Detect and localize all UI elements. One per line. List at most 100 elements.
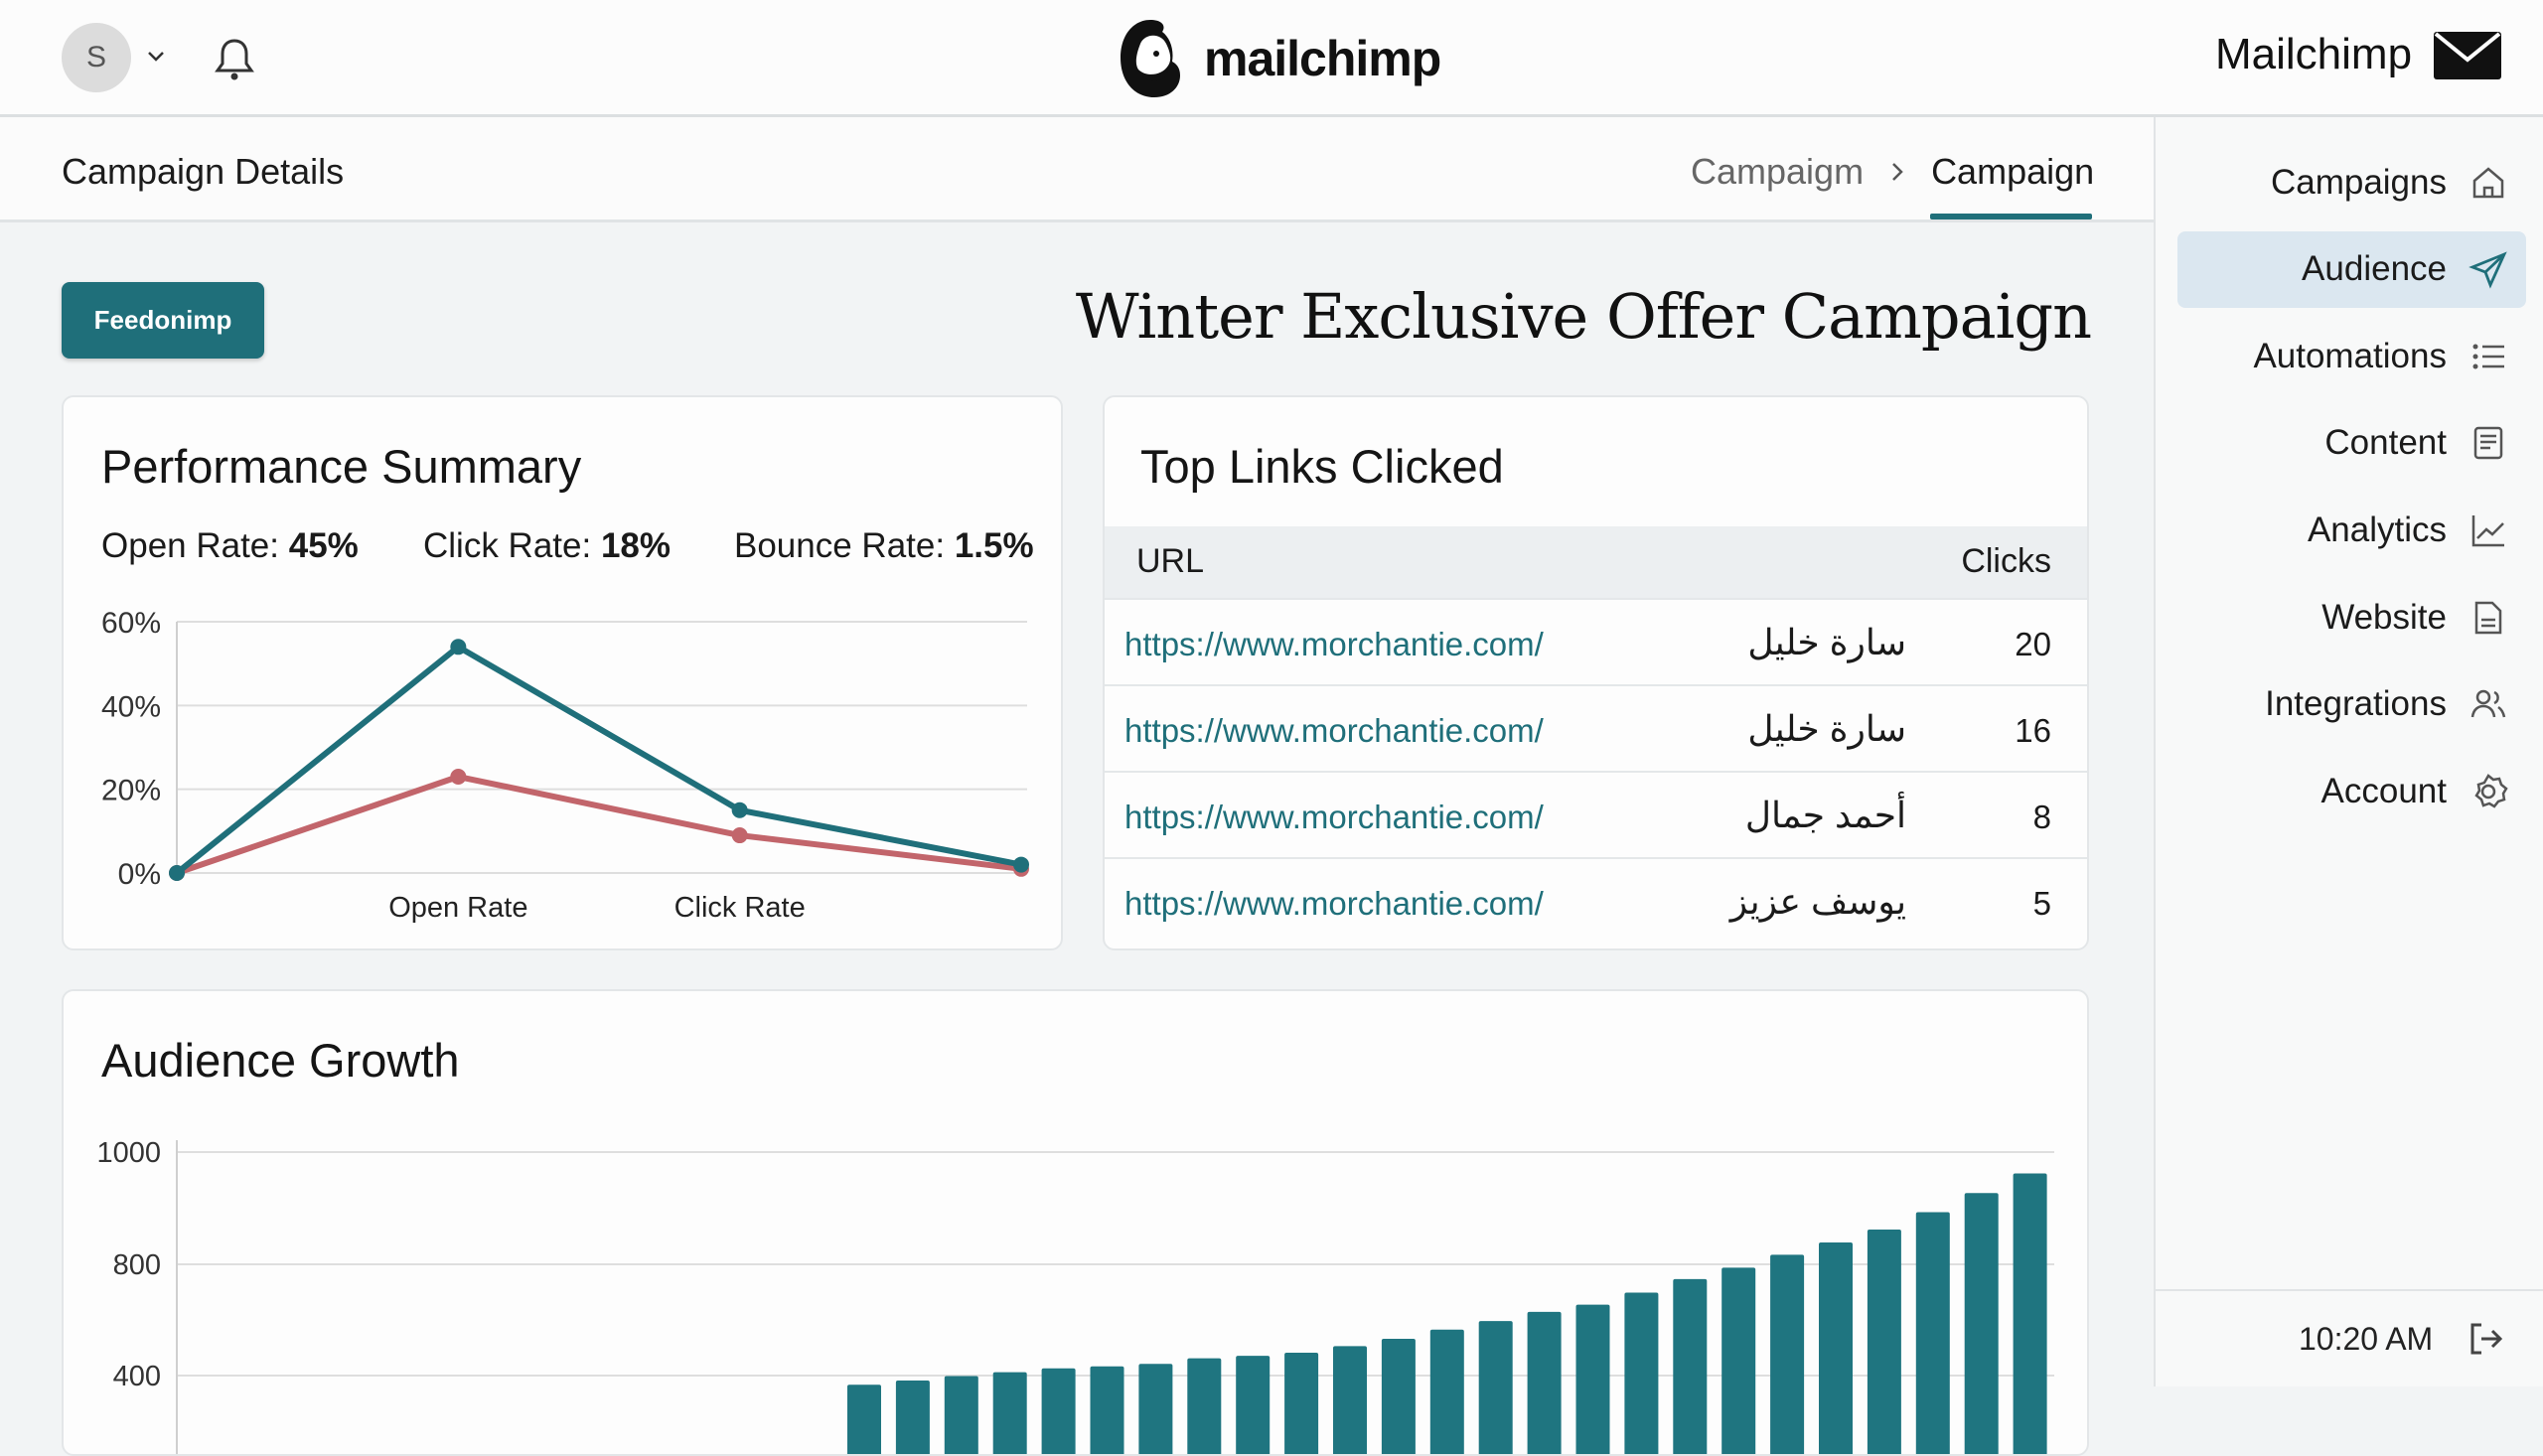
table-row: https://www.morchantie.com/ أحمد جمال 8 bbox=[1105, 771, 2087, 857]
clock-time: 10:20 AM bbox=[2299, 1321, 2434, 1357]
bar bbox=[1624, 1292, 1659, 1454]
y-tick-label: 400 bbox=[113, 1361, 161, 1392]
y-tick-label: 40% bbox=[101, 690, 161, 723]
sidebar-item-campaigns[interactable]: Campaigns bbox=[2177, 144, 2526, 220]
sidebar-divider bbox=[2156, 1289, 2543, 1291]
bar bbox=[1673, 1278, 1708, 1454]
bar bbox=[1575, 1304, 1610, 1454]
click-count: 5 bbox=[2032, 885, 2051, 922]
sidebar-item-integrations[interactable]: Integrations bbox=[2177, 666, 2526, 743]
bar bbox=[895, 1381, 930, 1454]
table-row: https://www.morchantie.com/ سارة خليل 16 bbox=[1105, 684, 2087, 771]
stats-row: Open Rate: 45% Click Rate: 18% Bounce Ra… bbox=[101, 526, 1034, 566]
file-icon bbox=[2474, 601, 2502, 634]
breadcrumb: Campaigm Campaign bbox=[1691, 151, 2094, 193]
bar bbox=[1915, 1212, 1950, 1454]
series-line bbox=[175, 644, 1022, 876]
sidebar-item-label: Analytics bbox=[2307, 510, 2447, 549]
data-point bbox=[731, 801, 748, 818]
stat-bounce-rate: Bounce Rate: 1.5% bbox=[734, 526, 1034, 565]
data-point bbox=[450, 639, 467, 655]
bar bbox=[1187, 1358, 1222, 1454]
bar bbox=[1429, 1329, 1464, 1454]
bar bbox=[847, 1384, 881, 1454]
bar bbox=[1284, 1353, 1319, 1454]
sidebar-item-automations[interactable]: Automations bbox=[2177, 318, 2526, 394]
header-clicks: Clicks bbox=[1961, 542, 2051, 580]
chart-line-icon bbox=[2471, 514, 2504, 547]
breadcrumb-current[interactable]: Campaign bbox=[1931, 151, 2095, 192]
bar bbox=[1770, 1254, 1805, 1454]
document-icon bbox=[2473, 427, 2503, 460]
sidebar-item-label: Website bbox=[2321, 597, 2447, 637]
data-point bbox=[1013, 856, 1029, 873]
chevron-down-icon[interactable] bbox=[146, 50, 166, 64]
y-tick-label: 1000 bbox=[96, 1137, 161, 1169]
link-url[interactable]: https://www.morchantie.com/ bbox=[1124, 885, 1544, 922]
data-point bbox=[731, 827, 748, 844]
bar bbox=[1381, 1339, 1416, 1454]
bar bbox=[1721, 1267, 1756, 1454]
header-url: URL bbox=[1136, 542, 1205, 580]
y-tick-label: 20% bbox=[101, 775, 161, 807]
sidebar-item-label: Campaigns bbox=[2270, 162, 2447, 202]
data-point bbox=[169, 865, 185, 881]
bar bbox=[944, 1376, 978, 1454]
brand-name: Mailchimp bbox=[2215, 30, 2413, 78]
link-url[interactable]: https://www.morchantie.com/ bbox=[1124, 626, 1544, 662]
sidebar-item-account[interactable]: Account bbox=[2177, 753, 2526, 829]
bar bbox=[2013, 1173, 2047, 1454]
audience-growth-title: Audience Growth bbox=[101, 1034, 460, 1087]
user-avatar[interactable]: S bbox=[62, 23, 131, 92]
sidebar-item-label: Account bbox=[2320, 771, 2447, 810]
mailchimp-logo[interactable]: mailchimp bbox=[1111, 14, 1441, 103]
bar bbox=[1478, 1321, 1513, 1454]
sidebar-item-label: Content bbox=[2324, 423, 2447, 463]
page-title: Campaign Details bbox=[62, 151, 345, 192]
envelope-icon[interactable] bbox=[2432, 30, 2503, 81]
table-row: https://www.morchantie.com/ سارة خليل 20 bbox=[1105, 598, 2087, 684]
performance-summary-card: Performance Summary Open Rate: 45% Click… bbox=[62, 395, 1063, 950]
bar bbox=[1041, 1368, 1076, 1454]
x-tick-label: Click Rate bbox=[674, 892, 806, 924]
x-tick-label: Open Rate bbox=[388, 892, 527, 924]
bell-icon[interactable] bbox=[213, 36, 256, 83]
bar bbox=[1964, 1193, 1999, 1454]
send-icon bbox=[2468, 251, 2507, 289]
sidebar-item-content[interactable]: Content bbox=[2177, 405, 2526, 482]
gear-icon bbox=[2474, 773, 2508, 808]
stat-click-rate: Click Rate: 18% bbox=[423, 526, 672, 565]
table-header: URL Clicks bbox=[1105, 526, 2087, 598]
logo-text: mailchimp bbox=[1204, 31, 1441, 86]
avatar-initial: S bbox=[85, 41, 106, 73]
link-url[interactable]: https://www.morchantie.com/ bbox=[1124, 799, 1544, 835]
sidebar: Campaigns Audience Automations Content Analy… bbox=[2154, 117, 2543, 1386]
click-count: 20 bbox=[2015, 626, 2051, 662]
performance-title: Performance Summary bbox=[101, 440, 582, 493]
top-bar: S mailchimp Mailchimp bbox=[0, 0, 2543, 117]
bar bbox=[992, 1372, 1027, 1454]
sidebar-item-website[interactable]: Website bbox=[2177, 579, 2526, 655]
breadcrumb-parent[interactable]: Campaigm bbox=[1691, 151, 1865, 192]
table-row: https://www.morchantie.com/ يوسف عزيز 5 bbox=[1105, 857, 2087, 944]
contact-name: يوسف عزيز bbox=[1729, 881, 1906, 922]
bar bbox=[1819, 1241, 1853, 1454]
sidebar-item-audience[interactable]: Audience bbox=[2177, 230, 2526, 308]
series-line bbox=[176, 774, 1022, 876]
link-url[interactable]: https://www.morchantie.com/ bbox=[1124, 712, 1544, 749]
bar bbox=[1138, 1364, 1173, 1454]
click-count: 16 bbox=[2015, 712, 2051, 749]
y-tick-label: 800 bbox=[113, 1249, 161, 1281]
home-icon bbox=[2472, 166, 2504, 198]
click-count: 8 bbox=[2032, 799, 2051, 835]
sub-header: Campaign Details Campaigm Campaign bbox=[0, 117, 2154, 222]
bar bbox=[1867, 1229, 1901, 1454]
sidebar-item-label: Integrations bbox=[2265, 684, 2447, 724]
feedonimp-button[interactable]: Feedonimp bbox=[62, 282, 264, 359]
y-tick-label: 0% bbox=[118, 858, 161, 891]
logout-icon[interactable] bbox=[2466, 1319, 2505, 1359]
contact-name: سارة خليل bbox=[1747, 622, 1906, 662]
sidebar-item-analytics[interactable]: Analytics bbox=[2177, 492, 2526, 568]
performance-line-chart: 0% 20% 40% 60% Open Rate Click Rate bbox=[101, 607, 1029, 924]
contact-name: سارة خليل bbox=[1747, 708, 1906, 749]
